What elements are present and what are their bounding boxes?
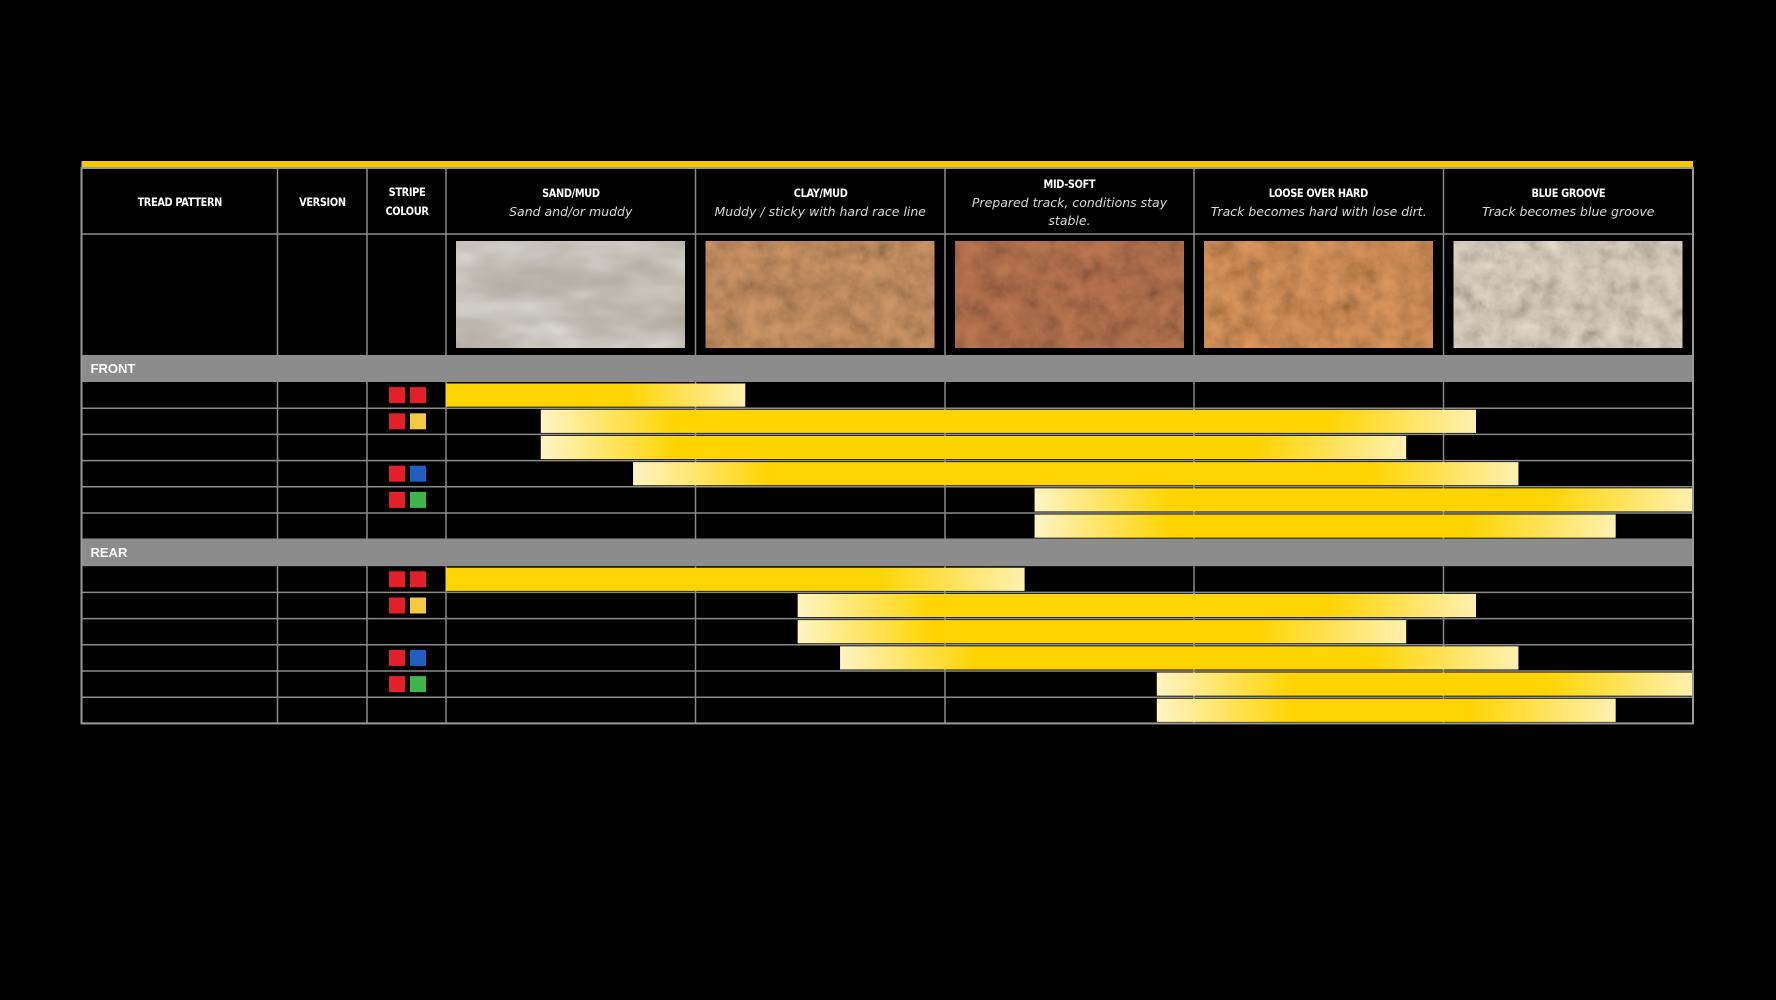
stripe-square xyxy=(389,491,405,508)
header-cell: TREAD PATTERN xyxy=(82,170,278,234)
section-label: FRONT xyxy=(91,361,136,376)
top-accent xyxy=(81,161,1693,168)
loose-image xyxy=(1204,241,1433,348)
stripe-square xyxy=(389,676,405,693)
column-subtitle: Prepared track, conditions stay stable. xyxy=(971,194,1168,228)
header-cell-content: VERSION xyxy=(278,170,368,234)
section-band xyxy=(81,539,1693,567)
header-cell: CLAY/MUD Muddy / sticky with hard race li… xyxy=(696,170,946,234)
column-title: TREAD PATTERN xyxy=(137,194,222,209)
column-title: STRIPE COLOUR xyxy=(384,185,429,218)
range-bar xyxy=(540,435,1407,460)
stripe-square xyxy=(410,413,426,430)
stripe-square xyxy=(410,676,426,693)
blue-groove-image xyxy=(1453,241,1683,348)
header-cell: LOOSE OVER HARD Track becomes hard with l… xyxy=(1194,170,1444,234)
header-cell: BLUE GROOVE Track becomes blue groove xyxy=(1444,170,1694,234)
range-bar xyxy=(1034,488,1693,512)
header-cell: STRIPE COLOUR xyxy=(367,170,446,234)
column-title: CLAY/MUD xyxy=(793,185,848,200)
stripe-square xyxy=(389,387,405,404)
sand-image xyxy=(456,241,685,348)
range-bar xyxy=(840,646,1519,670)
range-bar xyxy=(633,462,1519,486)
column-title: BLUE GROOVE xyxy=(1531,185,1606,200)
range-bar xyxy=(446,383,746,407)
table-border xyxy=(80,167,1694,725)
stripe-square xyxy=(410,465,426,482)
header-cell-content: LOOSE OVER HARD Track becomes hard with l… xyxy=(1194,170,1444,234)
stripe-square xyxy=(410,597,426,614)
column-title: SAND/MUD xyxy=(541,185,600,200)
header-cell: VERSION xyxy=(278,170,368,234)
clay-image xyxy=(705,241,935,348)
column-title: LOOSE OVER HARD xyxy=(1269,185,1369,200)
stripe-square xyxy=(410,571,426,588)
range-bar xyxy=(446,567,1025,591)
stripe-square xyxy=(389,571,405,588)
column-subtitle: Track becomes blue groove xyxy=(1482,203,1655,219)
stripe-square xyxy=(389,597,405,614)
range-bar xyxy=(1034,514,1616,538)
range-bar xyxy=(1156,672,1693,696)
column-subtitle: Track becomes hard with lose dirt. xyxy=(1210,203,1427,219)
header-cell: MID-SOFT Prepared track, conditions stay … xyxy=(945,170,1194,234)
range-bar xyxy=(797,620,1407,644)
stripe-square xyxy=(410,491,426,508)
header-cell-content: SAND/MUD Sand and/or muddy xyxy=(446,170,696,234)
stripe-square xyxy=(410,387,426,404)
header-cell-content: CLAY/MUD Muddy / sticky with hard race li… xyxy=(696,170,946,234)
stripe-square xyxy=(389,649,405,666)
range-bar xyxy=(540,409,1477,433)
column-subtitle: Sand and/or muddy xyxy=(509,203,633,219)
stripe-square xyxy=(389,465,405,482)
section-band xyxy=(81,355,1693,382)
header-cell-content: TREAD PATTERN xyxy=(82,170,278,234)
header-cell-content: MID-SOFT Prepared track, conditions stay … xyxy=(945,170,1194,234)
stripe-square xyxy=(410,649,426,666)
mid-soft-image xyxy=(955,241,1184,348)
header-cell: SAND/MUD Sand and/or muddy xyxy=(446,170,696,234)
terrain-images xyxy=(456,241,1683,348)
section-label: REAR xyxy=(91,545,128,560)
stripe-square xyxy=(389,413,405,430)
range-bar xyxy=(1156,698,1616,722)
column-title: MID-SOFT xyxy=(1043,176,1096,191)
range-bar xyxy=(797,593,1477,618)
header-cell-content: BLUE GROOVE Track becomes blue groove xyxy=(1444,170,1694,234)
header-cell-content: STRIPE COLOUR xyxy=(367,170,446,234)
column-title: VERSION xyxy=(298,194,346,209)
column-subtitle: Muddy / sticky with hard race line xyxy=(714,203,927,219)
